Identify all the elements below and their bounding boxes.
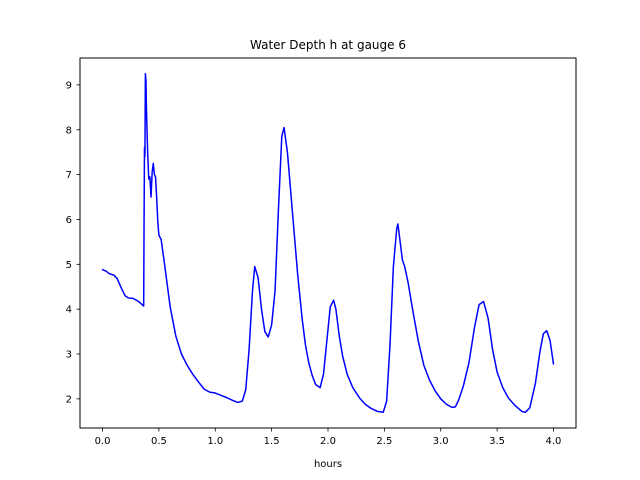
series-layer	[101, 72, 555, 414]
series-line-0	[101, 72, 555, 414]
y-tick-label: 6	[66, 215, 72, 226]
y-tick-label: 3	[66, 350, 72, 361]
x-axis-label: hours	[314, 459, 342, 470]
y-tick-label: 4	[66, 305, 72, 316]
x-tick-label: 2.5	[376, 436, 392, 447]
y-tick-label: 2	[66, 394, 72, 405]
y-axis: 2 3 4 5 6 7 8 9	[66, 80, 80, 405]
y-tick-label: 8	[66, 125, 72, 136]
x-tick-label: 0.0	[95, 436, 111, 447]
x-tick-label: 3.5	[489, 436, 505, 447]
chart-title: Water Depth h at gauge 6	[250, 38, 406, 52]
x-tick-label: 4.0	[546, 436, 562, 447]
x-tick-label: 3.0	[433, 436, 449, 447]
y-tick-label: 7	[66, 170, 72, 181]
x-axis: 0.0 0.5 1.0 1.5 2.0 2.5 3.0 3.5 4.0	[95, 428, 562, 447]
y-tick-label: 9	[66, 80, 72, 91]
y-tick-label: 5	[66, 260, 72, 271]
plot-frame	[79, 57, 577, 429]
x-tick-label: 2.0	[320, 436, 336, 447]
x-tick-label: 1.0	[207, 436, 223, 447]
x-tick-label: 1.5	[264, 436, 280, 447]
plot-area	[80, 58, 576, 428]
x-tick-label: 0.5	[151, 436, 167, 447]
